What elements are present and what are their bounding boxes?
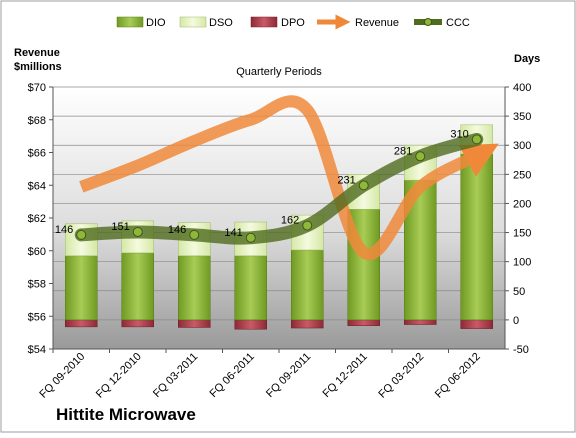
ccc-data-label: 231 <box>337 174 355 186</box>
y-right-tick-label: 250 <box>513 169 531 181</box>
chart-title: Quarterly Periods <box>236 66 322 78</box>
y-left-label-line1: Revenue <box>14 47 60 59</box>
y-right-tick-label: 200 <box>513 198 531 210</box>
bar-dpo <box>178 319 211 328</box>
y-right-tick-label: 300 <box>513 140 531 152</box>
revenue-layer <box>79 95 499 260</box>
legend: DIO DSO DPO Revenue CCC <box>116 14 470 30</box>
bar-dpo <box>65 319 98 328</box>
ccc-data-label: 141 <box>224 227 242 239</box>
legend-label-dio: DIO <box>146 17 166 29</box>
ccc-marker <box>358 180 369 191</box>
y-left-tick-label: $56 <box>28 311 46 323</box>
legend-label-dpo: DPO <box>281 17 305 29</box>
y-right-label: Days <box>514 53 540 65</box>
bar-dio <box>234 255 267 321</box>
y-left-tick-label: $68 <box>28 115 46 127</box>
legend-item-revenue: Revenue <box>317 14 399 30</box>
legend-label-dso: DSO <box>209 17 233 29</box>
ccc-line <box>74 132 484 245</box>
bar-dio <box>121 252 154 321</box>
ccc-layer: 146 151 146 141 162 231 281 310 <box>55 128 484 245</box>
y-right-tick-label: -50 <box>513 344 529 356</box>
bar-dio <box>460 153 493 321</box>
ccc-marker <box>245 232 256 243</box>
ccc-data-label: 151 <box>111 221 129 233</box>
legend-swatch-dso <box>179 16 207 28</box>
ccc-data-label: 281 <box>394 145 412 157</box>
y-left-label-line2: $millions <box>14 61 62 73</box>
y-left-tick-label: $60 <box>28 246 46 258</box>
ccc-marker <box>415 151 426 162</box>
y-right-tick-label: 150 <box>513 228 531 240</box>
legend-swatch-dpo <box>250 16 278 28</box>
y-left-tick-label: $66 <box>28 148 46 160</box>
ccc-marker <box>189 229 200 240</box>
bar-dpo <box>460 319 493 329</box>
legend-swatch-dio <box>116 16 144 28</box>
bar-dpo <box>121 319 154 328</box>
y-left-tick-label: $62 <box>28 213 46 225</box>
bar-dio <box>291 249 324 321</box>
ccc-marker <box>76 229 87 240</box>
bar-dpo <box>404 319 437 325</box>
legend-item-ccc: CCC <box>414 17 470 29</box>
y-right-tick-label: 100 <box>513 257 531 269</box>
y-right-tick-label: 350 <box>513 111 531 123</box>
bar-dio <box>178 255 211 321</box>
legend-label-ccc: CCC <box>446 17 470 29</box>
legend-item-dso: DSO <box>179 16 233 29</box>
ccc-marker <box>471 134 482 145</box>
y-right-tick-label: 0 <box>513 315 519 327</box>
y-right-tick-label: 400 <box>513 82 531 94</box>
ccc-data-label: 162 <box>281 215 299 227</box>
company-name: Hittite Microwave <box>56 405 196 424</box>
bar-dio <box>65 255 98 321</box>
y-left-tick-label: $58 <box>28 279 46 291</box>
plot-area <box>53 87 505 349</box>
y-right-tick-label: 50 <box>513 286 525 298</box>
legend-item-dpo: DPO <box>250 16 305 29</box>
bars <box>65 124 493 330</box>
y-left-tick-label: $70 <box>28 82 46 94</box>
y-left-tick-label: $64 <box>28 180 46 192</box>
ccc-data-label: 310 <box>450 128 468 140</box>
revenue-line <box>79 95 499 260</box>
bar-dpo <box>291 319 324 329</box>
ccc-data-label: 146 <box>55 224 73 236</box>
legend-marker-ccc <box>424 18 432 26</box>
bar-dpo <box>347 319 380 326</box>
ccc-marker <box>302 220 313 231</box>
ccc-marker <box>132 226 143 237</box>
bar-dpo <box>234 319 267 330</box>
y-left-tick-label: $54 <box>28 344 46 356</box>
legend-label-revenue: Revenue <box>355 17 399 29</box>
legend-item-dio: DIO <box>116 16 166 29</box>
ccc-data-label: 146 <box>168 224 186 236</box>
